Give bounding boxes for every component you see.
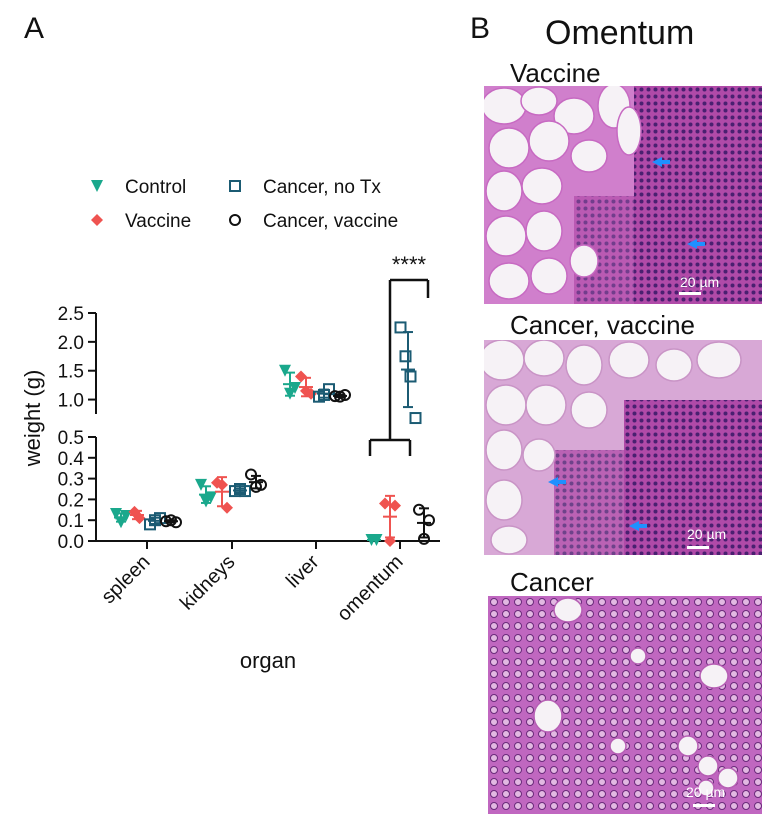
point-cancer-no-tx-liver: [323, 383, 335, 396]
micrograph-label-vaccine: Vaccine: [510, 58, 601, 88]
legend-marker: [229, 180, 241, 192]
scalebar-label-cancer: 20 µm: [686, 784, 726, 800]
point-control-kidneys: [195, 478, 207, 491]
point-cancer-no-tx-omentum: [404, 370, 417, 383]
y-tick-label: 1.0: [58, 391, 84, 412]
y-tick-label: 0.4: [58, 449, 85, 470]
y-tick-label: 0.0: [58, 532, 84, 553]
point-cancer-vaccine-kidneys: [255, 478, 267, 491]
point-vaccine-spleen: [133, 512, 146, 525]
y-tick-label: 0.3: [58, 470, 84, 491]
point-cancer-no-tx-kidneys: [239, 485, 251, 498]
legend-label: Vaccine: [125, 211, 191, 232]
scalebar-cancer-vaccine: [687, 546, 709, 549]
micrograph-cancer-vaccine: 20 µm: [484, 340, 762, 555]
legend-marker: [91, 214, 103, 226]
x-tick-label-kidneys: kidneys: [176, 551, 240, 615]
omentum-title: Omentum: [545, 14, 695, 52]
weight-scatter-chart: 0.00.10.20.30.40.5 1.0 1.5 2.0 2.5 weight (g)…: [20, 177, 440, 673]
point-vaccine-omentum: [384, 535, 396, 547]
point-cancer-vaccine-omentum: [413, 503, 425, 516]
x-tick-label-spleen: spleen: [97, 551, 154, 608]
legend-marker: [91, 180, 103, 192]
legend-label: Cancer, no Tx: [263, 177, 381, 198]
point-vaccine-kidneys: [221, 501, 233, 514]
point-cancer-no-tx-omentum: [394, 321, 407, 334]
legend-label: Cancer, vaccine: [263, 211, 398, 232]
point-cancer-vaccine-omentum: [418, 532, 430, 545]
micrograph-vaccine: 20 µm: [484, 86, 762, 304]
point-control-spleen: [110, 507, 122, 520]
point-cancer-vaccine-kidneys: [245, 468, 257, 481]
point-control-spleen: [120, 510, 132, 523]
point-vaccine-omentum: [389, 499, 401, 512]
y-tick-label: 2.0: [58, 333, 84, 354]
point-cancer-no-tx-omentum: [399, 350, 412, 363]
point-cancer-vaccine-omentum: [423, 514, 435, 527]
point-control-kidneys: [205, 491, 217, 504]
point-control-spleen: [115, 516, 127, 529]
micrograph-cancer: 20 µm: [488, 596, 762, 814]
point-control-liver: [284, 387, 296, 400]
legend-marker: [229, 214, 241, 226]
scalebar-label-cancer-vaccine: 20 µm: [687, 526, 727, 542]
point-cancer-no-tx-omentum: [409, 412, 422, 425]
micrograph-label-cancer-vaccine: Cancer, vaccine: [510, 310, 695, 340]
point-control-liver: [279, 364, 291, 377]
point-vaccine-kidneys: [216, 478, 228, 491]
scalebar-vaccine: [679, 292, 701, 295]
scalebar-cancer: [693, 804, 715, 807]
point-vaccine-liver: [295, 370, 307, 383]
point-control-liver: [289, 382, 301, 395]
scalebar-label-vaccine: 20 µm: [680, 274, 720, 290]
legend-label: Control: [125, 177, 186, 198]
y-tick-label: 0.2: [58, 490, 84, 511]
panel-b-label: B: [470, 12, 491, 45]
point-cancer-no-tx-spleen: [154, 512, 166, 525]
x-tick-label-omentum: omentum: [333, 551, 408, 626]
significance-label: ****: [392, 252, 427, 277]
y-axis-label: weight (g): [20, 370, 45, 468]
point-vaccine-omentum: [379, 497, 391, 510]
y-tick-label: 1.5: [58, 362, 84, 383]
point-cancer-vaccine-liver: [339, 388, 351, 401]
y-tick-label: 2.5: [58, 304, 84, 325]
y-tick-label: 0.5: [58, 428, 84, 449]
x-tick-label-liver: liver: [282, 551, 324, 593]
point-cancer-vaccine-spleen: [170, 516, 182, 529]
micrograph-label-cancer: Cancer: [510, 567, 594, 597]
panel-a-label: A: [24, 12, 45, 45]
x-axis-label: organ: [240, 648, 296, 673]
y-tick-label: 0.1: [58, 511, 84, 532]
point-control-omentum: [370, 533, 383, 546]
